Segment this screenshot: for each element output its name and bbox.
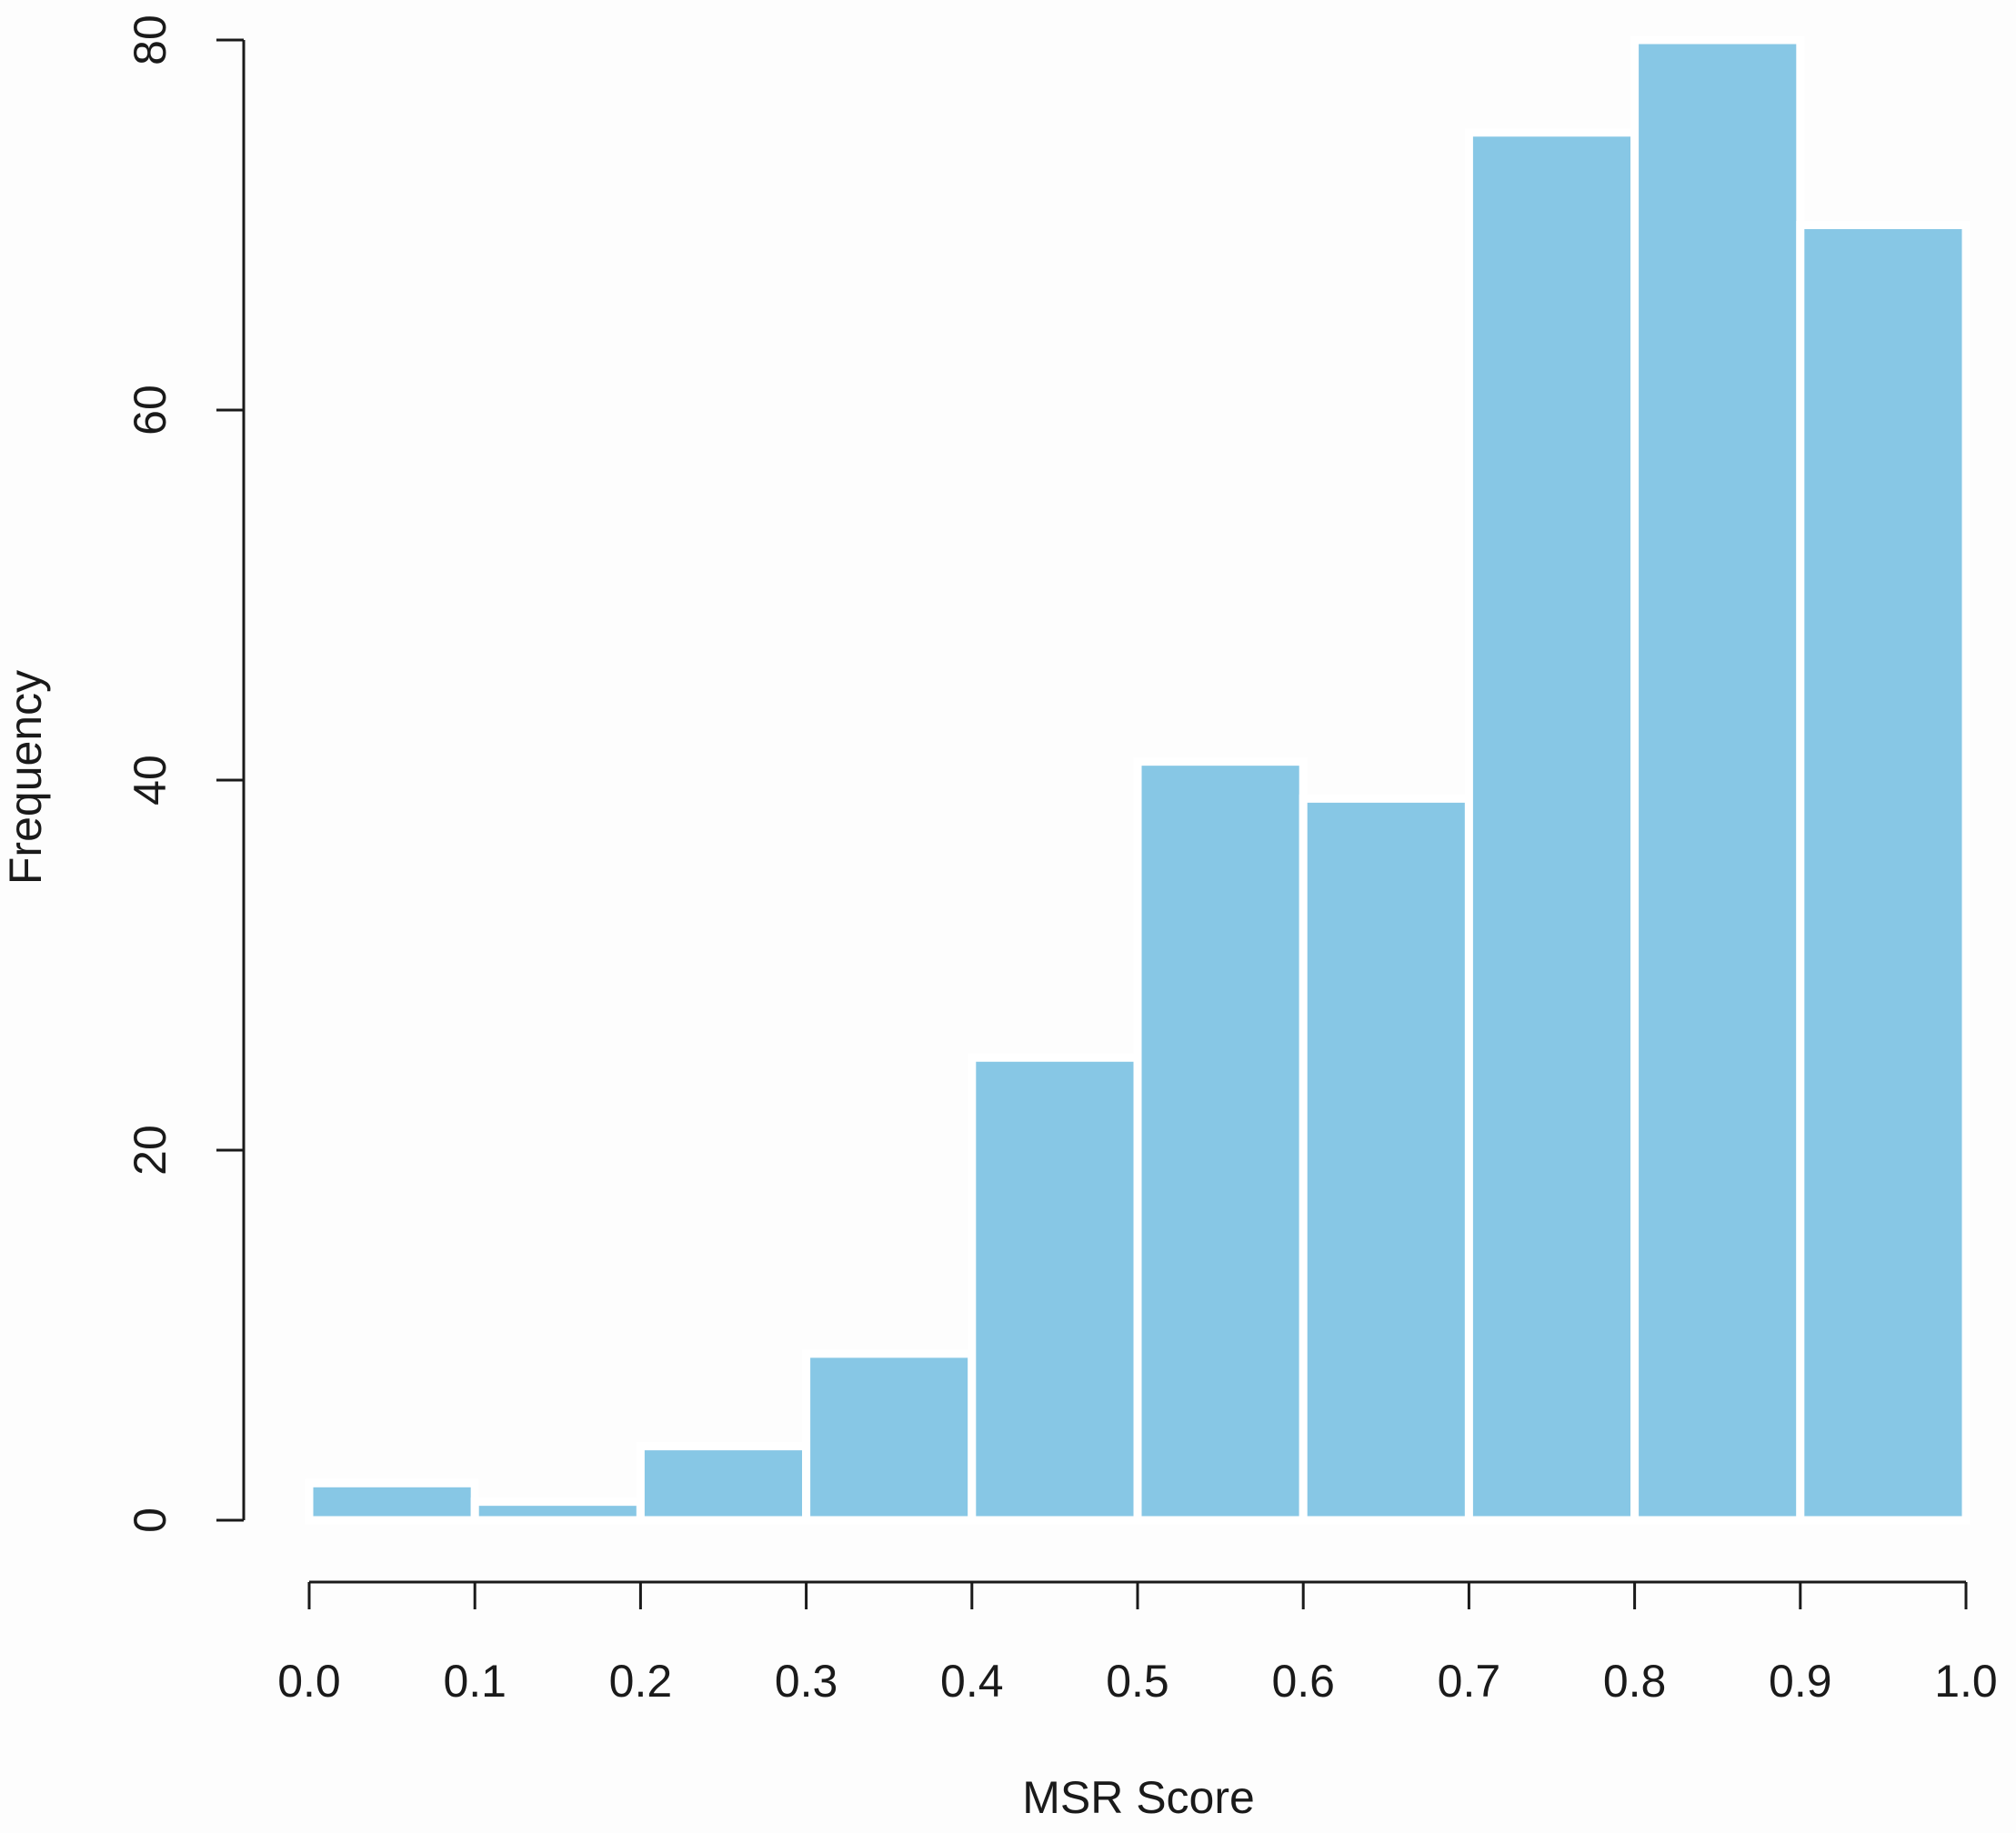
histogram-bar xyxy=(1133,757,1308,1525)
x-tick-label: 0.7 xyxy=(1438,1656,1501,1707)
histogram-bar xyxy=(1796,221,1971,1525)
y-tick-label: 0 xyxy=(125,1507,176,1533)
y-tick-label: 80 xyxy=(125,15,176,65)
x-tick-label: 0.9 xyxy=(1769,1656,1832,1707)
y-tick-label: 60 xyxy=(125,385,176,436)
histogram-bar xyxy=(802,1349,977,1525)
x-tick-label: 0.8 xyxy=(1603,1656,1667,1707)
x-tick-label: 0.6 xyxy=(1271,1656,1335,1707)
x-axis: 0.0 0.1 0.2 0.3 0.4 0.5 0.6 0.7 0.8 0.9 1.0 xyxy=(277,1580,1998,1707)
bars-layer xyxy=(305,35,1971,1525)
x-tick-label: 0.4 xyxy=(940,1656,1004,1707)
histogram-bar xyxy=(470,1497,645,1525)
histogram-bar xyxy=(1464,128,1640,1525)
x-tick-label: 0.2 xyxy=(609,1656,673,1707)
y-tick-label: 40 xyxy=(125,755,176,806)
x-tick-label: 0.5 xyxy=(1106,1656,1169,1707)
x-axis-title: MSR Score xyxy=(1022,1772,1255,1823)
y-axis-title: Frequency xyxy=(0,670,51,885)
x-tick-label: 0.3 xyxy=(775,1656,838,1707)
histogram-bar xyxy=(636,1442,811,1525)
y-tick-label: 20 xyxy=(125,1125,176,1176)
histogram-bar xyxy=(1630,35,1805,1525)
x-tick-label: 1.0 xyxy=(1934,1656,1998,1707)
y-axis: 0 20 40 60 80 xyxy=(125,15,246,1533)
histogram-bar xyxy=(1299,794,1473,1525)
histogram-bar xyxy=(305,1478,479,1525)
histogram-bar xyxy=(968,1053,1142,1525)
x-tick-label: 0.1 xyxy=(443,1656,507,1707)
x-tick-label: 0.0 xyxy=(277,1656,341,1707)
